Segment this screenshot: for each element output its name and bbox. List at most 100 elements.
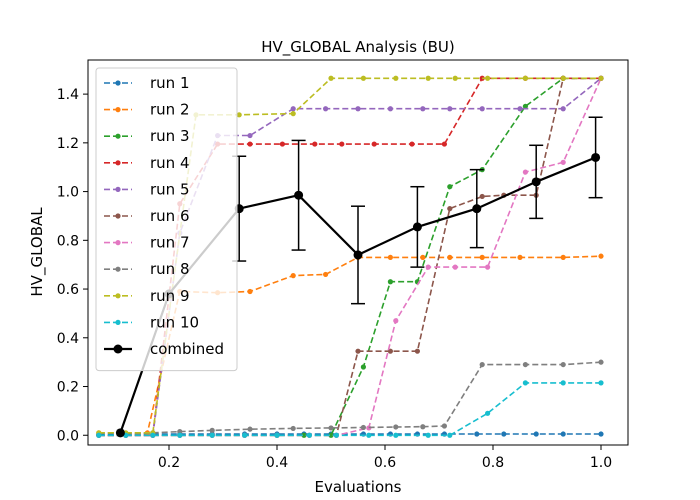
data-point-run-1 [560, 431, 566, 437]
y-tick-label: 1.0 [57, 185, 79, 201]
data-point-run-10 [393, 432, 399, 438]
legend-marker-run-1 [115, 80, 121, 86]
data-point-run-10 [598, 380, 604, 386]
data-point-run-1 [474, 431, 480, 437]
data-point-run-8 [177, 428, 183, 435]
data-point-run-2 [560, 254, 566, 260]
data-point-run-9 [360, 75, 366, 81]
data-point-run-6 [355, 348, 361, 354]
legend-marker-run-5 [115, 186, 121, 192]
data-point-run-9 [598, 75, 604, 81]
legend-label-run-5: run 5 [150, 180, 190, 198]
legend-label-run-8: run 8 [150, 260, 190, 278]
data-point-run-7 [393, 318, 399, 324]
legend-marker-run-7 [115, 240, 121, 246]
data-point-run-8 [328, 425, 334, 431]
plot-frame [87, 59, 629, 446]
legend-marker-run-4 [115, 160, 121, 166]
series-layer [96, 75, 604, 438]
data-point-run-10 [425, 432, 431, 438]
data-point-run-2 [598, 253, 604, 259]
data-point-run-1 [501, 431, 507, 437]
data-point-run-9 [290, 111, 296, 117]
data-point-run-10 [306, 432, 312, 438]
data-point-run-9 [236, 112, 242, 118]
y-tick-label: 0.6 [57, 282, 79, 298]
legend-marker-combined [113, 344, 123, 354]
data-point-run-10 [366, 432, 372, 438]
data-point-run-5 [247, 132, 253, 139]
data-point-run-10 [560, 380, 566, 386]
y-tick-label: 0.0 [57, 428, 79, 444]
x-axis: 0.2 0.4 0.6 0.8 1.0 [158, 445, 612, 471]
legend-label-run-4: run 4 [150, 154, 190, 172]
x-tick-label: 0.8 [482, 455, 504, 471]
data-point-run-3 [328, 432, 334, 438]
data-point-combined [353, 250, 363, 260]
x-tick-label: 0.6 [374, 455, 396, 471]
data-point-run-4 [441, 141, 447, 147]
y-tick-label: 0.2 [57, 380, 79, 396]
data-point-run-8 [247, 426, 253, 432]
data-point-combined [472, 204, 482, 214]
series-line-run-8 [98, 361, 602, 437]
data-point-run-2 [323, 271, 329, 278]
series-line-run-4 [98, 77, 601, 437]
data-point-run-10 [209, 432, 215, 438]
chart-title: HV_GLOBAL Analysis (BU) [261, 38, 455, 57]
data-point-run-9 [522, 75, 529, 81]
data-point-run-8 [209, 427, 215, 433]
data-point-combined [412, 222, 422, 232]
data-point-run-8 [598, 359, 604, 365]
data-point-run-8 [290, 425, 296, 432]
legend-label-run-2: run 2 [150, 101, 190, 119]
data-point-run-2 [479, 254, 485, 260]
data-point-run-3 [387, 279, 393, 285]
legend-label-run-3: run 3 [150, 127, 190, 145]
data-point-run-1 [598, 431, 604, 437]
data-point-run-10 [333, 432, 339, 438]
data-point-run-10 [242, 432, 248, 438]
data-point-run-5 [517, 106, 523, 112]
legend-label-run-1: run 1 [150, 74, 190, 92]
legend-marker-run-3 [115, 133, 121, 139]
data-point-run-9 [328, 75, 334, 81]
data-point-combined [531, 177, 541, 187]
legend-label-combined: combined [150, 340, 224, 358]
data-point-run-10 [447, 432, 453, 438]
x-tick-label: 0.4 [266, 455, 288, 471]
x-tick-label: 1.0 [590, 455, 612, 471]
data-point-run-8 [560, 361, 566, 368]
data-point-run-4 [247, 141, 253, 147]
data-point-run-8 [441, 423, 447, 429]
legend-marker-run-9 [115, 293, 121, 299]
legend-marker-run-10 [115, 319, 121, 325]
data-point-run-5 [323, 106, 329, 112]
data-point-run-3 [360, 364, 366, 370]
data-point-run-10 [274, 432, 280, 438]
legend-label-run-9: run 9 [150, 287, 190, 305]
legend-label-run-7: run 7 [150, 234, 190, 252]
series-line-run-9 [98, 77, 601, 434]
data-point-run-10 [96, 432, 102, 438]
legend-marker-run-6 [115, 213, 121, 219]
y-tick-label: 1.4 [57, 87, 79, 103]
data-point-run-3 [447, 184, 453, 190]
legend-marker-run-8 [115, 266, 121, 272]
data-point-run-2 [387, 254, 393, 260]
data-point-run-7 [560, 159, 566, 165]
x-axis-label: Evaluations [315, 478, 402, 496]
legend-label-run-6: run 6 [150, 207, 190, 225]
data-point-run-5 [355, 106, 361, 112]
data-point-run-2 [447, 254, 453, 260]
data-point-run-4 [409, 141, 415, 147]
data-point-run-2 [517, 254, 523, 260]
y-axis: 0.0 0.2 0.4 0.6 0.8 1.0 1.2 1.4 [57, 87, 88, 444]
data-point-run-9 [560, 75, 566, 81]
y-axis-label: HV_GLOBAL [28, 207, 47, 297]
data-point-run-5 [387, 106, 393, 112]
data-point-run-8 [479, 361, 485, 368]
data-point-run-7 [522, 169, 529, 175]
data-point-run-5 [479, 106, 485, 112]
data-point-run-9 [485, 75, 491, 81]
